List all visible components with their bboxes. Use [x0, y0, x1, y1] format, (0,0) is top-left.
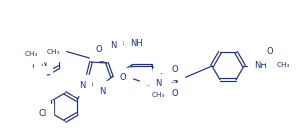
Text: CH₃: CH₃: [46, 49, 60, 55]
Text: N: N: [146, 84, 152, 93]
Text: N: N: [79, 81, 85, 89]
Text: N: N: [110, 41, 116, 51]
Text: NH: NH: [254, 61, 267, 70]
Text: Cl: Cl: [39, 109, 47, 119]
Text: N: N: [99, 87, 105, 95]
Text: O: O: [120, 73, 126, 83]
Text: O: O: [172, 88, 178, 98]
Text: CH₃: CH₃: [151, 92, 165, 98]
Text: O: O: [96, 45, 102, 55]
Text: NH: NH: [130, 39, 143, 47]
Text: N: N: [40, 58, 46, 67]
Text: O: O: [267, 47, 273, 56]
Text: O: O: [172, 65, 178, 73]
Text: S: S: [170, 76, 178, 86]
Text: CH₃: CH₃: [24, 51, 38, 57]
Text: N: N: [159, 73, 165, 83]
Text: CH₃: CH₃: [276, 62, 290, 68]
Text: N: N: [155, 79, 161, 88]
